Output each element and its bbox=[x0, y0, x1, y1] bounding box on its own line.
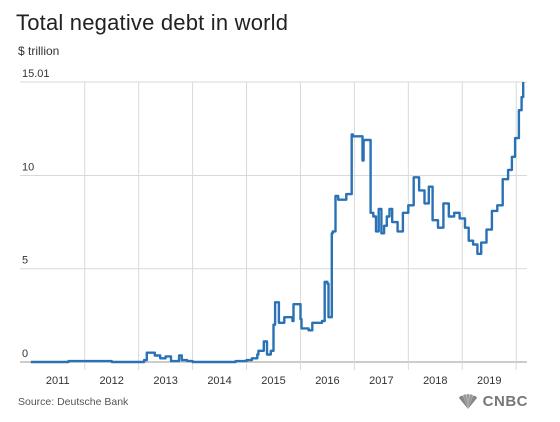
chart-subtitle: $ trillion bbox=[18, 44, 60, 58]
series-line bbox=[30, 82, 525, 364]
y-tick-label: 15.01 bbox=[22, 68, 50, 80]
peacock-icon bbox=[458, 393, 477, 409]
source-note: Source: Deutsche Bank bbox=[18, 396, 129, 408]
x-tick-label: 2014 bbox=[207, 375, 231, 387]
x-tick-label: 2019 bbox=[477, 375, 501, 387]
series-layer bbox=[30, 82, 525, 364]
chart-title: Total negative debt in world bbox=[16, 10, 289, 35]
x-tick-label: 2018 bbox=[423, 375, 447, 387]
x-axis-ticks: 2011 2012 2013 2014 2015 2016 2017 2018 2019 bbox=[46, 375, 502, 387]
x-tick-label: 2017 bbox=[369, 375, 393, 387]
y-tick-label: 5 bbox=[22, 255, 28, 267]
x-tick-label: 2013 bbox=[153, 375, 177, 387]
x-tick-label: 2016 bbox=[315, 375, 339, 387]
y-axis-ticks: 0 5 10 15.01 bbox=[22, 68, 50, 360]
x-tick-label: 2012 bbox=[99, 375, 123, 387]
y-tick-label: 0 bbox=[22, 348, 28, 360]
y-tick-label: 10 bbox=[22, 161, 34, 173]
x-tick-label: 2015 bbox=[261, 375, 285, 387]
brand-logo: CNBC bbox=[456, 393, 528, 410]
x-tick-label: 2011 bbox=[46, 375, 70, 387]
brand-name: CNBC bbox=[482, 393, 528, 410]
